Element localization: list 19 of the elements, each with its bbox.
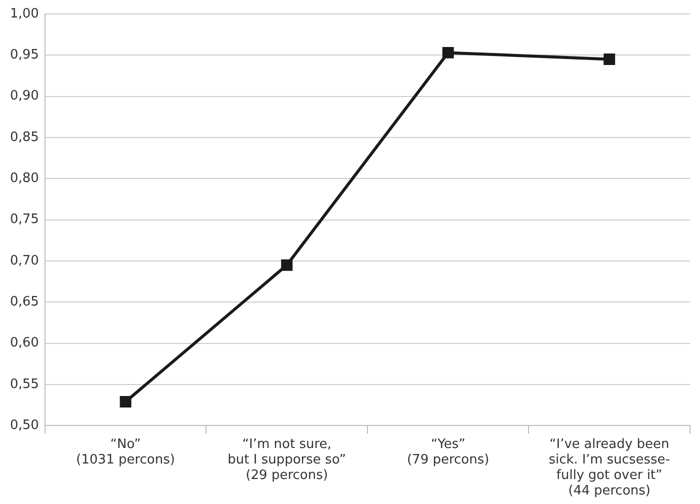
y-tick-label: 0,75 — [10, 212, 39, 228]
point — [281, 259, 293, 271]
point — [442, 46, 454, 58]
y-tick-label: 0,80 — [10, 171, 39, 186]
y-tick-label: 0,55 — [10, 376, 39, 392]
x-tick-label: “No” (1031 percons) — [76, 436, 175, 468]
point — [120, 396, 132, 408]
point — [604, 54, 616, 66]
y-tick-label: 1,00 — [10, 6, 39, 22]
y-tick-label: 0,95 — [10, 48, 39, 63]
y-tick-label: 0,90 — [10, 88, 39, 104]
y-tick-label: 0,60 — [10, 336, 39, 351]
x-tick-label: “I’ve already been sick. I’m sucsesse- fully got over it” (44 percons) — [548, 436, 670, 499]
y-tick-label: 0,85 — [10, 130, 39, 145]
y-tick-label: 0,65 — [10, 294, 39, 310]
x-tick-label: “I’m not sure, but I supporse so” (29 percons) — [228, 436, 346, 483]
y-tick-label: 0,50 — [10, 418, 39, 433]
y-tick-label: 0,70 — [10, 253, 39, 268]
x-tick-label: “Yes” (79 percons) — [406, 436, 490, 468]
